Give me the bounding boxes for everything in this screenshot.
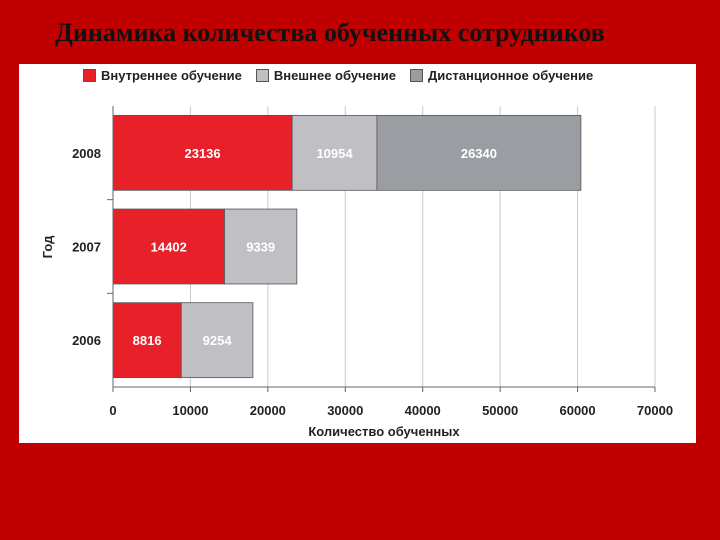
y-tick-label: 2006 [72, 333, 101, 348]
x-tick-label: 60000 [559, 403, 595, 418]
bar-segment [224, 208, 298, 285]
bar-segment [376, 114, 582, 191]
y-tick-label: 2008 [72, 146, 101, 161]
bar-segment [112, 208, 225, 285]
legend-label-internal: Внутреннее обучение [101, 68, 242, 83]
legend-swatch-internal [83, 69, 96, 82]
bar-data-label: 10954 [316, 146, 353, 161]
legend-item-external: Внешнее обучение [255, 68, 396, 83]
legend-label-distance: Дистанционное обучение [427, 68, 594, 83]
x-tick-label: 0 [109, 403, 116, 418]
legend-swatch-external [255, 69, 269, 82]
x-tick-label: 30000 [327, 403, 363, 418]
legend-item-distance: Дистанционное обучение [409, 68, 594, 83]
legend-swatch-distance [409, 69, 423, 82]
bar-data-label: 9339 [246, 240, 275, 255]
bar-data-label: 26340 [461, 146, 497, 161]
x-tick-label: 20000 [250, 403, 286, 418]
x-tick-label: 70000 [637, 403, 673, 418]
y-axis-title: Год [40, 235, 55, 258]
legend-label-external: Внешнее обучение [273, 68, 396, 83]
x-axis-title: Количество обученных [308, 424, 460, 439]
x-tick-label: 50000 [482, 403, 518, 418]
chart-panel: Внутреннее обучение Внешнее обучение Дис… [19, 64, 696, 443]
bar-data-label: 9254 [203, 333, 233, 348]
legend-item-internal: Внутреннее обучение [83, 68, 242, 83]
x-tick-label: 40000 [405, 403, 441, 418]
bar-chart: 23136 10954 26340 14402 9339 8816 9254 0 10000 2… [40, 106, 673, 439]
x-tick-label: 10000 [172, 403, 208, 418]
axes: 0 10000 20000 30000 40000 50000 60000 70000 2008… [72, 106, 673, 418]
bar-data-label: 23136 [184, 146, 220, 161]
bar-segment [112, 302, 182, 379]
bar-data-label: 14402 [151, 240, 187, 255]
slide-title: Динамика количества обученных сотруднико… [55, 18, 605, 47]
y-tick-label: 2007 [72, 240, 101, 255]
bar-segment [180, 302, 254, 379]
bar-data-label: 8816 [133, 333, 162, 348]
bars: 23136 10954 26340 14402 9339 8816 9254 [112, 114, 582, 379]
chart-legend: Внутреннее обучение Внешнее обучение Дис… [83, 68, 593, 83]
